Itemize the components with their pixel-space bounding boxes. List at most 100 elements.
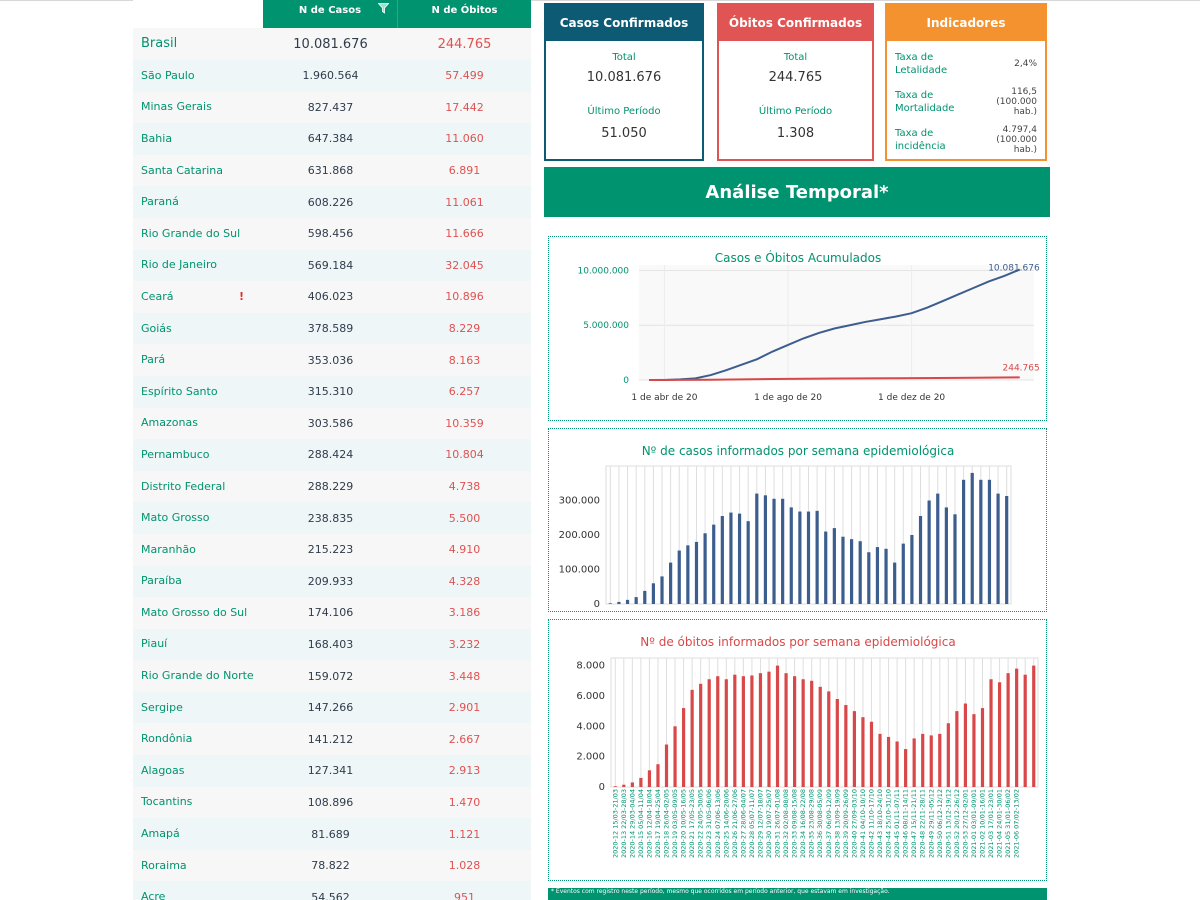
bar (861, 717, 865, 787)
y-tick-label: 4.000 (576, 721, 605, 732)
bar (634, 597, 638, 604)
bar (699, 683, 703, 787)
indicator-value: 116,5 (100.000 hab.) (996, 87, 1037, 117)
table-row[interactable]: Roraima 78.822 1.028 (133, 849, 531, 882)
bar (936, 493, 940, 604)
table-row[interactable]: Piauí 168.403 3.232 (133, 628, 531, 661)
table-row[interactable]: Distrito Federal 288.229 4.738 (133, 470, 531, 503)
indicator-lethality: Taxa de Letalidade 2,4% (887, 49, 1045, 79)
table-row[interactable]: Rio Grande do Sul 598.456 11.666 (133, 217, 531, 250)
table-row[interactable]: São Paulo 1.960.564 57.499 (133, 60, 531, 92)
bar (912, 738, 916, 787)
row-deaths: 8.163 (448, 353, 481, 367)
table-row[interactable]: Rio Grande do Norte 159.072 3.448 (133, 660, 531, 692)
chart-title: Nº de óbitos informados por semana epide… (640, 635, 955, 649)
row-name: Minas Gerais (141, 100, 212, 114)
row-name: Rondônia (141, 732, 193, 746)
table-row[interactable]: Santa Catarina 631.868 6.891 (133, 154, 531, 187)
bar (775, 665, 780, 787)
table-row[interactable]: Tocantins 108.896 1.470 (133, 786, 531, 819)
table-row[interactable]: Alagoas 127.341 2.913 (133, 755, 531, 787)
table-row[interactable]: Goiás 378.589 8.229 (133, 312, 531, 345)
row-deaths: 11.060 (445, 132, 484, 146)
table-row[interactable]: Mato Grosso 238.835 5.500 (133, 502, 531, 534)
y-tick-label: 300.000 (559, 496, 600, 507)
row-name: Tocantins (141, 795, 193, 809)
confirmed-deaths-card: Óbitos Confirmados Total 244.765 Último … (717, 3, 874, 161)
bar (893, 562, 897, 604)
bar (763, 495, 768, 604)
bar (681, 708, 686, 787)
x-tick-label: 2021-03 17/01-23/01 (987, 789, 995, 858)
bar (841, 536, 845, 604)
row-cases: 598.456 (307, 227, 354, 241)
bar (806, 511, 811, 604)
x-tick-label: 2020-49 29/11-05/12 (927, 789, 935, 858)
bar (884, 548, 888, 604)
bar (910, 535, 914, 604)
table-row[interactable]: Sergipe 147.266 2.901 (133, 691, 531, 724)
row-cases: 303.586 (307, 416, 354, 430)
table-row[interactable]: Acre 54.562 951 (133, 881, 531, 900)
weekly-cases-chart[interactable]: Nº de casos informados por semana epidem… (549, 429, 1046, 611)
x-tick-label: 1 de dez de 20 (878, 393, 945, 403)
row-deaths: 2.913 (448, 764, 481, 778)
row-name: Acre (141, 890, 166, 900)
table-row[interactable]: Minas Gerais 827.437 17.442 (133, 91, 531, 124)
table-row[interactable]: Maranhão 215.223 4.910 (133, 533, 531, 566)
row-deaths: 1.470 (448, 795, 481, 809)
table-row[interactable]: Bahia 647.384 11.060 (133, 123, 531, 155)
top-divider (0, 0, 1200, 1)
table-row[interactable]: Pará 353.036 8.163 (133, 344, 531, 376)
table-row[interactable]: Rondônia 141.212 2.667 (133, 723, 531, 756)
bar (622, 784, 626, 787)
x-tick-label: 2020-48 22/11-28/11 (919, 789, 927, 858)
row-cases: 647.384 (307, 132, 354, 146)
table-row[interactable]: Paraná 608.226 11.061 (133, 186, 531, 218)
filter-icon[interactable] (378, 3, 389, 14)
row-name: Pará (141, 353, 166, 367)
bar (972, 714, 976, 787)
x-tick-label: 2021-06 07/02-13/02 (1013, 789, 1021, 858)
x-tick-label: 2020-15 05/04-11/04 (637, 789, 645, 858)
x-tick-label: 1 de ago de 20 (754, 393, 822, 403)
row-deaths: 3.232 (448, 637, 481, 651)
x-tick-label: 2020-46 08/11-14/11 (902, 789, 910, 858)
bar (673, 726, 677, 787)
row-deaths: 10.359 (445, 416, 484, 430)
alert-icon[interactable]: ! (239, 289, 245, 303)
header-cases[interactable]: N de Casos (263, 0, 398, 28)
table-row[interactable]: Espírito Santo 315.310 6.257 (133, 375, 531, 408)
period-value: 51.050 (601, 126, 647, 141)
bar (677, 550, 681, 604)
header-deaths[interactable]: N de Óbitos (398, 0, 531, 28)
row-name: Roraima (141, 858, 187, 872)
x-tick-label: 2020-42 11/10-17/10 (867, 789, 875, 858)
table-row[interactable]: Amapá 81.689 1.121 (133, 818, 531, 850)
table-row[interactable]: Ceará! 406.023 10.896 (133, 281, 531, 313)
row-cases: 174.106 (307, 606, 354, 620)
header-cases-label: N de Casos (298, 5, 362, 16)
x-tick-label: 2020-12 15/03-21/03 (611, 789, 619, 858)
bar (617, 601, 621, 604)
bar (938, 733, 942, 787)
confirmed-cases-card: Casos Confirmados Total 10.081.676 Últim… (544, 3, 704, 161)
x-tick-label: 2020-24 07/06-13/06 (714, 789, 722, 858)
table-row[interactable]: Amazonas 303.586 10.359 (133, 407, 531, 440)
x-tick-label: 2020-36 30/08-05/09 (816, 789, 824, 858)
row-name: Mato Grosso (141, 511, 210, 525)
weekly-deaths-chart[interactable]: Nº de óbitos informados por semana epide… (549, 620, 1046, 880)
bar (798, 511, 802, 604)
table-row-brasil[interactable]: Brasil 10.081.676 244.765 (133, 28, 531, 60)
table-row[interactable]: Pernambuco 288.424 10.804 (133, 439, 531, 471)
cumulative-chart[interactable]: Casos e Óbitos Acumulados 0 5.000.000 10.00… (549, 237, 1046, 420)
row-cases: 315.310 (307, 385, 354, 399)
total-label: Total (783, 52, 808, 63)
x-tick-label: 2020-40 27/09-03/10 (850, 789, 858, 858)
table-row[interactable]: Paraíba 209.933 4.328 (133, 565, 531, 598)
row-deaths: 11.061 (445, 195, 484, 209)
table-row[interactable]: Rio de Janeiro 569.184 32.045 (133, 249, 531, 282)
deaths-end-label: 244.765 (1003, 363, 1040, 373)
table-row[interactable]: Mato Grosso do Sul 174.106 3.186 (133, 597, 531, 629)
row-name: Espírito Santo (141, 384, 218, 398)
